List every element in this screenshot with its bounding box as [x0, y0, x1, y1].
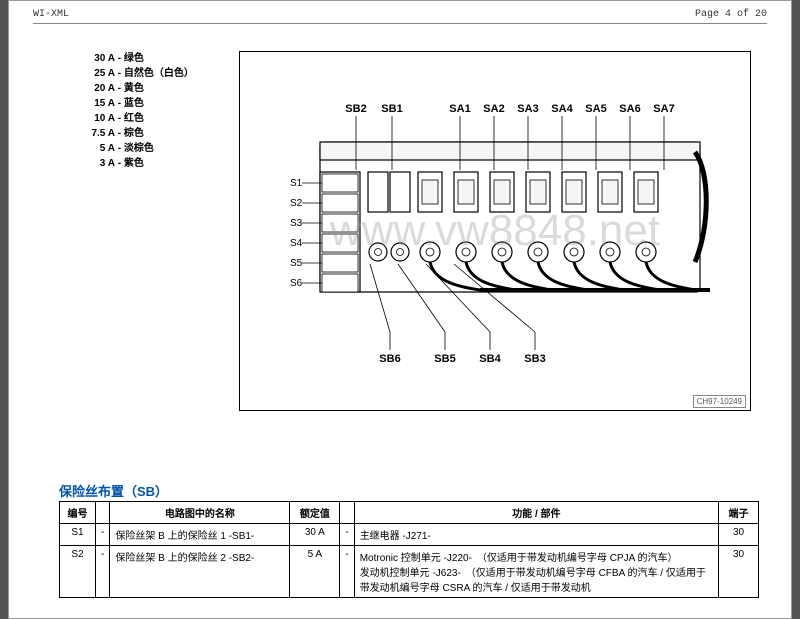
- th-name: 电路图中的名称: [110, 502, 290, 524]
- svg-text:SB5: SB5: [434, 353, 455, 365]
- svg-text:SB3: SB3: [524, 353, 545, 365]
- legend-row: 20 A - 黄色: [81, 81, 194, 96]
- th-dash1: [96, 502, 110, 524]
- svg-text:SB4: SB4: [479, 353, 501, 365]
- legend-row: 10 A - 红色: [81, 111, 194, 126]
- svg-text:SB1: SB1: [381, 103, 402, 115]
- th-num: 编号: [60, 502, 96, 524]
- legend-row: 15 A - 蓝色: [81, 96, 194, 111]
- svg-text:S6: S6: [290, 278, 303, 289]
- page-header: WI-XML Page 4 of 20: [33, 9, 767, 20]
- svg-text:SA4: SA4: [551, 103, 573, 115]
- svg-text:S4: S4: [290, 238, 303, 249]
- svg-text:SA3: SA3: [517, 103, 538, 115]
- th-rate: 额定值: [290, 502, 340, 524]
- svg-text:SA7: SA7: [653, 103, 674, 115]
- table-header-row: 编号 电路图中的名称 额定值 功能 / 部件 端子: [60, 502, 759, 524]
- th-func: 功能 / 部件: [354, 502, 718, 524]
- section-title: 保险丝布置（SB）: [59, 481, 168, 500]
- legend-row: 5 A - 淡棕色: [81, 141, 194, 156]
- svg-text:SA5: SA5: [585, 103, 606, 115]
- table-row: S1-保险丝架 B 上的保险丝 1 -SB1-30 A-主继电器 -J271-3…: [60, 524, 759, 546]
- fuse-diagram: SB2 SB1 SA1 SA2 SA3 SA4 SA5 SA6 SA7 S1 S2 S3 S4 S5 S6 S…: [239, 51, 751, 411]
- header-right: Page 4 of 20: [695, 9, 767, 20]
- svg-text:SB2: SB2: [345, 103, 366, 115]
- svg-text:SA6: SA6: [619, 103, 640, 115]
- header-rule: [33, 23, 767, 24]
- svg-text:S1: S1: [290, 178, 303, 189]
- th-term: 端子: [719, 502, 759, 524]
- svg-text:S3: S3: [290, 218, 303, 229]
- legend-row: 25 A - 自然色（白色）: [81, 66, 194, 81]
- diagram-id: CH97-10249: [693, 395, 746, 408]
- page: WI-XML Page 4 of 20 30 A - 绿色25 A - 自然色（…: [8, 0, 792, 619]
- svg-text:SB6: SB6: [379, 353, 400, 365]
- svg-text:S2: S2: [290, 198, 303, 209]
- header-left: WI-XML: [33, 9, 69, 20]
- color-legend: 30 A - 绿色25 A - 自然色（白色）20 A - 黄色15 A - 蓝…: [81, 51, 194, 171]
- svg-text:S5: S5: [290, 258, 303, 269]
- th-dash2: [340, 502, 354, 524]
- fuse-table: 编号 电路图中的名称 额定值 功能 / 部件 端子 S1-保险丝架 B 上的保险…: [59, 501, 759, 598]
- legend-row: 3 A - 紫色: [81, 156, 194, 171]
- table-row: S2-保险丝架 B 上的保险丝 2 -SB2-5 A-Motronic 控制单元…: [60, 546, 759, 598]
- fuse-diagram-svg: SB2 SB1 SA1 SA2 SA3 SA4 SA5 SA6 SA7 S1 S2 S3 S4 S5 S6 S…: [240, 52, 750, 410]
- svg-text:SA1: SA1: [449, 103, 470, 115]
- svg-text:SA2: SA2: [483, 103, 504, 115]
- legend-row: 7.5 A - 棕色: [81, 126, 194, 141]
- legend-row: 30 A - 绿色: [81, 51, 194, 66]
